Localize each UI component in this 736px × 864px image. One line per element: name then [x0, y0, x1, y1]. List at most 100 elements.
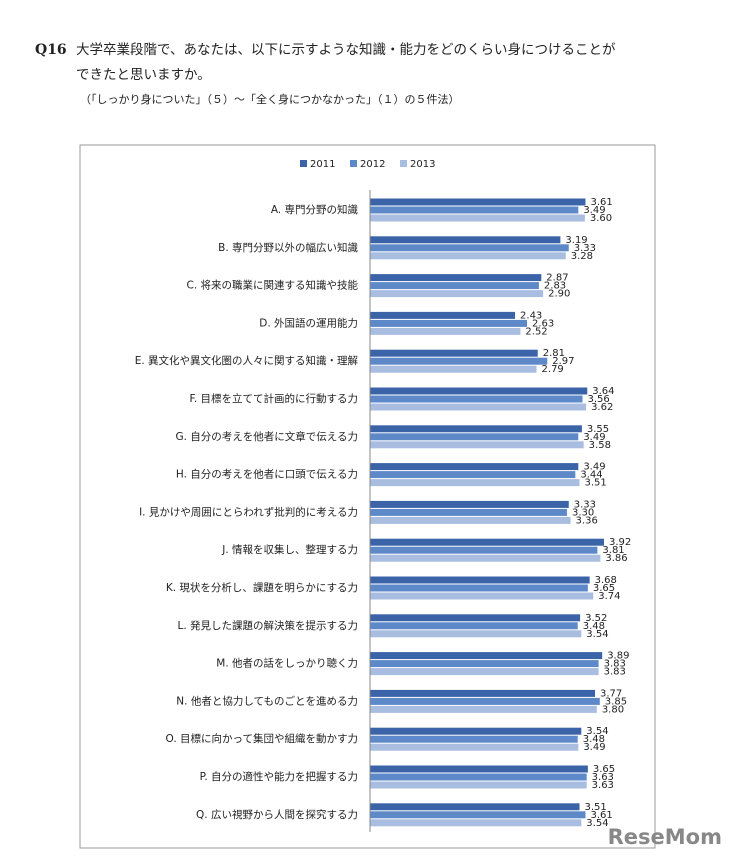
category-label: A. 専門分野の知識: [271, 203, 359, 216]
bar: [370, 236, 561, 244]
value-label: 3.61: [590, 810, 612, 821]
bar: [370, 441, 584, 449]
value-label: 3.49: [583, 462, 605, 473]
bar: [370, 327, 521, 335]
value-label: 3.54: [586, 726, 608, 737]
bar: [370, 244, 569, 252]
value-label: 2.63: [532, 318, 554, 329]
value-label: 3.74: [598, 591, 620, 602]
category-label: E. 異文化や異文化圏の人々に関する知識・理解: [135, 354, 359, 367]
watermark: ReseMom: [608, 825, 722, 849]
bar: [370, 773, 587, 781]
bar: [370, 206, 579, 214]
value-label: 3.80: [602, 704, 624, 715]
value-label: 3.62: [591, 402, 613, 413]
bar: [370, 387, 588, 395]
bar: [370, 349, 538, 357]
bar: [370, 660, 599, 668]
bar: [370, 282, 539, 290]
bar: [370, 198, 586, 206]
legend-label: 2012: [360, 159, 385, 170]
question-note: （「しっかり身についた」（５）～「全く身につかなかった」（１）の５件法）: [80, 92, 460, 106]
value-label: 3.30: [572, 507, 594, 518]
value-label: 3.65: [593, 764, 615, 775]
bar: [370, 516, 571, 524]
value-label: 3.89: [607, 651, 629, 662]
bar: [370, 668, 599, 676]
question-line: 大学卒業段階で、あなたは、以下に示すような知識・能力をどのくらい身につけることが: [76, 41, 616, 58]
bar: [370, 425, 582, 433]
category-label: J. 情報を収集し、整理する力: [221, 543, 358, 556]
category-label: M. 他者の話をしっかり聴く力: [216, 657, 358, 670]
category-label: B. 専門分野以外の幅広い知識: [218, 241, 358, 254]
value-label: 3.49: [583, 205, 605, 216]
bar: [370, 614, 581, 622]
bar: [370, 622, 578, 630]
bar: [370, 311, 516, 319]
category-label: Q. 広い視野から人間を探究する力: [196, 808, 358, 821]
value-label: 3.19: [565, 235, 587, 246]
value-label: 3.83: [604, 659, 626, 670]
bar: [370, 705, 597, 713]
bar: [370, 689, 596, 697]
value-label: 3.54: [586, 818, 608, 829]
bar: [370, 727, 582, 735]
legend-label: 2013: [410, 159, 435, 170]
bar: [370, 697, 600, 705]
value-label: 3.52: [585, 613, 607, 624]
category-label: P. 自分の適性や能力を把握する力: [200, 770, 358, 783]
bar: [370, 743, 579, 751]
value-label: 3.77: [600, 688, 622, 699]
bar: [370, 652, 603, 660]
bar: [370, 395, 583, 403]
value-label: 3.49: [583, 742, 605, 753]
question-number: Q16: [35, 42, 67, 58]
bar: [370, 765, 588, 773]
value-label: 3.86: [605, 553, 627, 564]
bar: [370, 576, 590, 584]
bar: [370, 274, 542, 282]
bar: [370, 463, 579, 471]
bar: [370, 471, 576, 479]
category-label: G. 自分の考えを他者に文章で伝える力: [176, 430, 359, 443]
bar: [370, 500, 569, 508]
value-label: 2.90: [548, 289, 570, 300]
category-label: O. 目標に向かって集団や組織を動かす力: [166, 732, 359, 745]
question-line: できたと思いますか。: [76, 67, 211, 83]
value-label: 3.63: [592, 780, 614, 791]
value-label: 3.60: [590, 213, 612, 224]
bar: [370, 735, 578, 743]
value-label: 3.28: [571, 251, 593, 262]
value-label: 3.51: [585, 802, 607, 813]
value-label: 2.97: [552, 356, 574, 367]
bar: [370, 819, 582, 827]
value-label: 3.63: [592, 772, 614, 783]
value-label: 3.85: [605, 696, 627, 707]
value-label: 3.33: [574, 243, 596, 254]
legend-label: 2011: [310, 159, 335, 170]
legend-swatch: [300, 160, 307, 167]
category-label: I. 見かけや周囲にとらわれず批判的に考える力: [139, 505, 358, 518]
value-label: 3.54: [586, 629, 608, 640]
category-label: K. 現状を分析し、課題を明らかにする力: [166, 581, 358, 594]
bar: [370, 433, 579, 441]
category-label: H. 自分の考えを他者に口頭で伝える力: [176, 468, 358, 481]
value-label: 2.83: [544, 281, 566, 292]
category-label: C. 将来の職業に関連する知識や技能: [186, 279, 358, 292]
bar: [370, 214, 585, 222]
value-label: 3.58: [589, 440, 611, 451]
value-label: 3.56: [587, 394, 609, 405]
bar: [370, 592, 594, 600]
value-label: 3.65: [593, 583, 615, 594]
value-label: 3.92: [609, 537, 631, 548]
category-label: L. 発見した課題の解決策を提示する力: [177, 619, 358, 632]
bar: [370, 803, 580, 811]
bar: [370, 252, 566, 260]
category-label: F. 目標を立てて計画的に行動する力: [189, 392, 358, 405]
bar: [370, 290, 544, 298]
value-label: 2.79: [542, 364, 564, 375]
value-label: 3.44: [580, 470, 602, 481]
value-label: 2.52: [525, 326, 547, 337]
value-label: 3.48: [583, 734, 605, 745]
